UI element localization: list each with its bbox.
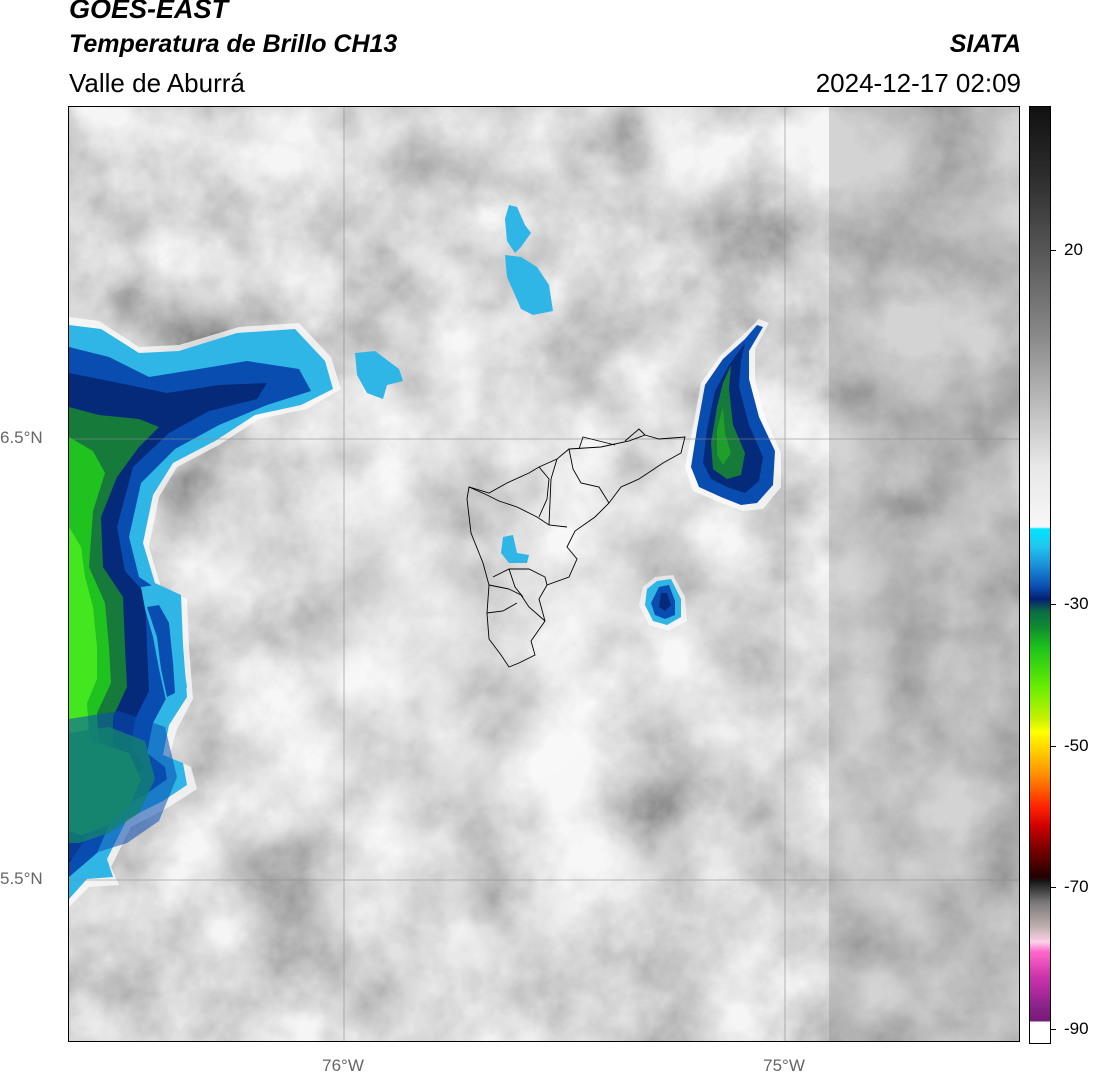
colorbar [1029,106,1051,1044]
bright-core [69,107,1019,1041]
lat-label-5-5n: 5.5°N [0,869,43,888]
colorbar-label-minus30: -30 [1064,594,1089,613]
title-region: Valle de Aburrá [69,68,245,98]
lat-label-6-5n: 6.5°N [0,428,43,447]
colorbar-label-minus70: -70 [1064,877,1089,896]
map-canvas [69,107,1019,1041]
municipal-boundaries [466,428,686,668]
colorbar-tick [1050,604,1056,605]
east-dark-band [829,107,1019,1041]
colorbar-tick [1050,887,1056,888]
east-storm-cell [501,319,781,631]
organization-label: SIATA [949,30,1021,58]
colorbar-label-minus50: -50 [1064,736,1089,755]
lon-label-75w: 75°W [763,1056,805,1075]
title-product: Temperatura de Brillo CH13 [69,30,398,58]
colorbar-tick [1050,1029,1056,1030]
west-cloud-mass [69,205,553,907]
colorbar-label-20: 20 [1064,240,1083,259]
satellite-map [68,106,1020,1042]
timestamp: 2024-12-17 02:09 [815,68,1021,98]
colorbar-tick [1050,250,1056,251]
graticule [69,107,1019,1041]
title-satellite: GOES-EAST [69,0,229,24]
lon-label-76w: 76°W [322,1056,364,1075]
colorbar-tick [1050,746,1056,747]
colorbar-label-minus90: -90 [1064,1019,1089,1038]
